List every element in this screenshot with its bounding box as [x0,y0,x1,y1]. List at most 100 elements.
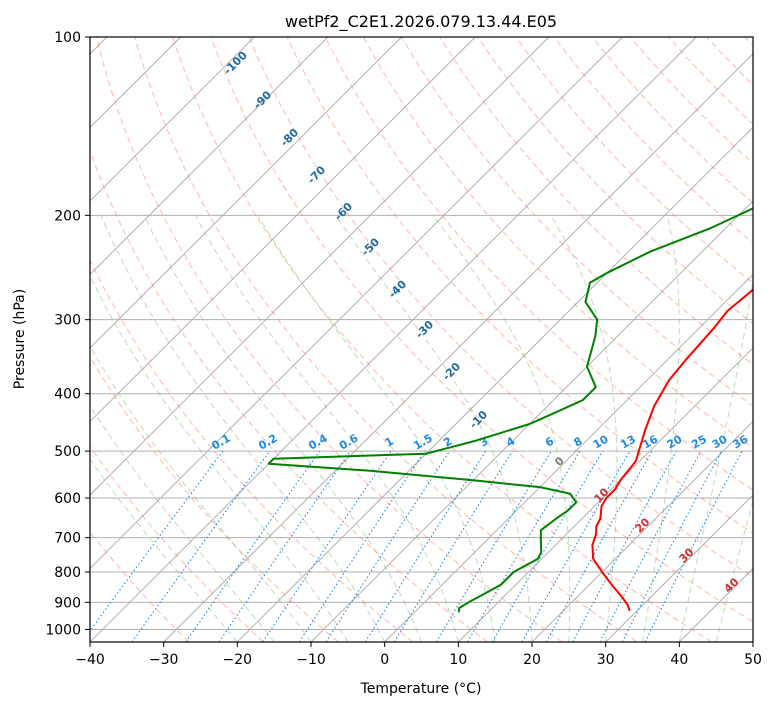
isotherm [90,37,476,423]
x-tick-label: −30 [149,652,179,668]
isotherm [90,37,697,642]
mixing-ratio-line [393,450,513,642]
dry-adiabat-label: -100 [221,48,250,77]
isotherm [90,37,255,202]
series-layer [267,207,753,613]
dry-adiabat [90,355,339,642]
y-tick-label: 1000 [45,622,81,638]
series-dewpoint-line [267,207,753,613]
y-tick-label: 500 [54,444,81,460]
dry-adiabat-label: -90 [251,88,274,111]
dry-adiabat [515,37,753,284]
dry-adiabat [324,37,753,491]
axes: −40 −30 −20 −10 0 10 20 30 40 5010020030040050060… [45,30,762,668]
dry-adiabat [477,37,753,325]
mixing-ratio-line [491,450,603,642]
mixing-ratio-line [572,450,677,642]
dry-adiabat [629,37,753,165]
x-tick-label: −10 [296,652,326,668]
isotherm [90,37,550,496]
mixing-ratio-line [185,450,321,642]
dry-adiabat-label: -70 [305,163,328,186]
dry-adiabat [172,37,712,642]
mixing-ratio-label: 13 [618,433,638,452]
plot-frame [89,36,754,643]
isotherm [752,641,753,642]
moist-adiabat [195,215,459,642]
dry-adiabat-label: -60 [332,200,355,223]
mixing-ratio-line [545,450,653,642]
dry-adiabat [210,37,753,623]
mixing-ratio-label: 10 [591,432,611,451]
y-tick-label: 600 [54,491,81,507]
y-tick-label: 300 [54,313,81,329]
dry-adiabat [90,259,414,642]
mixing-ratio-line [325,450,451,642]
moist-adiabat [257,215,496,642]
mixing-ratio-label: 8 [572,435,585,450]
y-axis-label: Pressure (hPa) [12,289,28,389]
isotherm [163,53,753,642]
x-tick-label: −20 [223,652,253,668]
mixing-ratio-label: 20 [665,432,685,451]
x-tick-label: 10 [449,652,467,668]
dry-adiabat [96,37,563,642]
dry-adiabat [401,37,753,407]
moist-adiabat-label: 0 [552,454,567,469]
moist-adiabat [143,215,422,642]
dry-adiabat [744,37,753,47]
moist-adiabat [100,215,386,642]
mixing-ratio-label: 1 [383,435,396,450]
mixing-ratio-line [521,450,631,642]
mixing-ratio-line [435,450,552,642]
isotherm [531,420,753,642]
mixing-ratio-label: 0.1 [209,432,232,453]
mixing-ratio-label: 0.4 [306,431,330,452]
isotherm [384,273,753,642]
isotherm [457,347,753,642]
mixing-ratio-label: 30 [710,432,730,451]
moist-adiabat [90,458,238,642]
x-tick-label: −40 [75,652,105,668]
dry-adiabat-label: -80 [278,126,301,149]
dry-adiabat [706,37,753,86]
moist-adiabat [678,275,753,642]
series-temperature-line [591,288,753,612]
dry-adiabat-label: -10 [467,408,490,431]
moist-adiabat [642,215,680,642]
dry-adiabat [90,445,264,642]
y-tick-label: 900 [54,595,81,611]
x-tick-label: 20 [523,652,541,668]
mixing-ratio-label: 36 [731,432,751,451]
x-tick-label: 30 [597,652,615,668]
dry-adiabat [362,37,753,449]
moist-adiabat [752,640,753,642]
isotherm [605,494,753,642]
x-tick-label: 50 [744,652,762,668]
isotherm [310,200,753,642]
isotherm [90,37,402,349]
moist-adiabat [550,215,618,642]
dry-adiabat [553,37,753,244]
isotherm [90,37,623,570]
x-axis-label: Temperature (°C) [360,681,482,697]
dry-adiabat [134,37,638,642]
dry-adiabat [90,531,190,642]
contour-labels: 0.1 0.2 0.4 0.6 1 1.5 2 3 4 6 8 10 13 16 20 25 30 36-100-… [209,48,750,595]
moist-adiabat [433,215,571,642]
y-tick-label: 800 [54,565,81,581]
dry-adiabat [591,37,753,204]
mixing-ratio-label: 25 [689,433,709,452]
dry-adiabat-label: -30 [413,318,436,341]
y-tick-label: 400 [54,387,81,403]
moist-adiabat [335,215,533,642]
chart-title: wetPf2_C2E1.2026.079.13.44.E05 [285,12,557,32]
isotherm [90,37,329,276]
moist-adiabat-label: 20 [633,515,653,535]
dry-adiabat-label: -40 [386,277,409,300]
mixing-ratio-line [90,450,224,632]
mixing-ratio-line [131,450,271,642]
x-tick-label: 40 [670,652,688,668]
moist-adiabat [90,345,312,642]
